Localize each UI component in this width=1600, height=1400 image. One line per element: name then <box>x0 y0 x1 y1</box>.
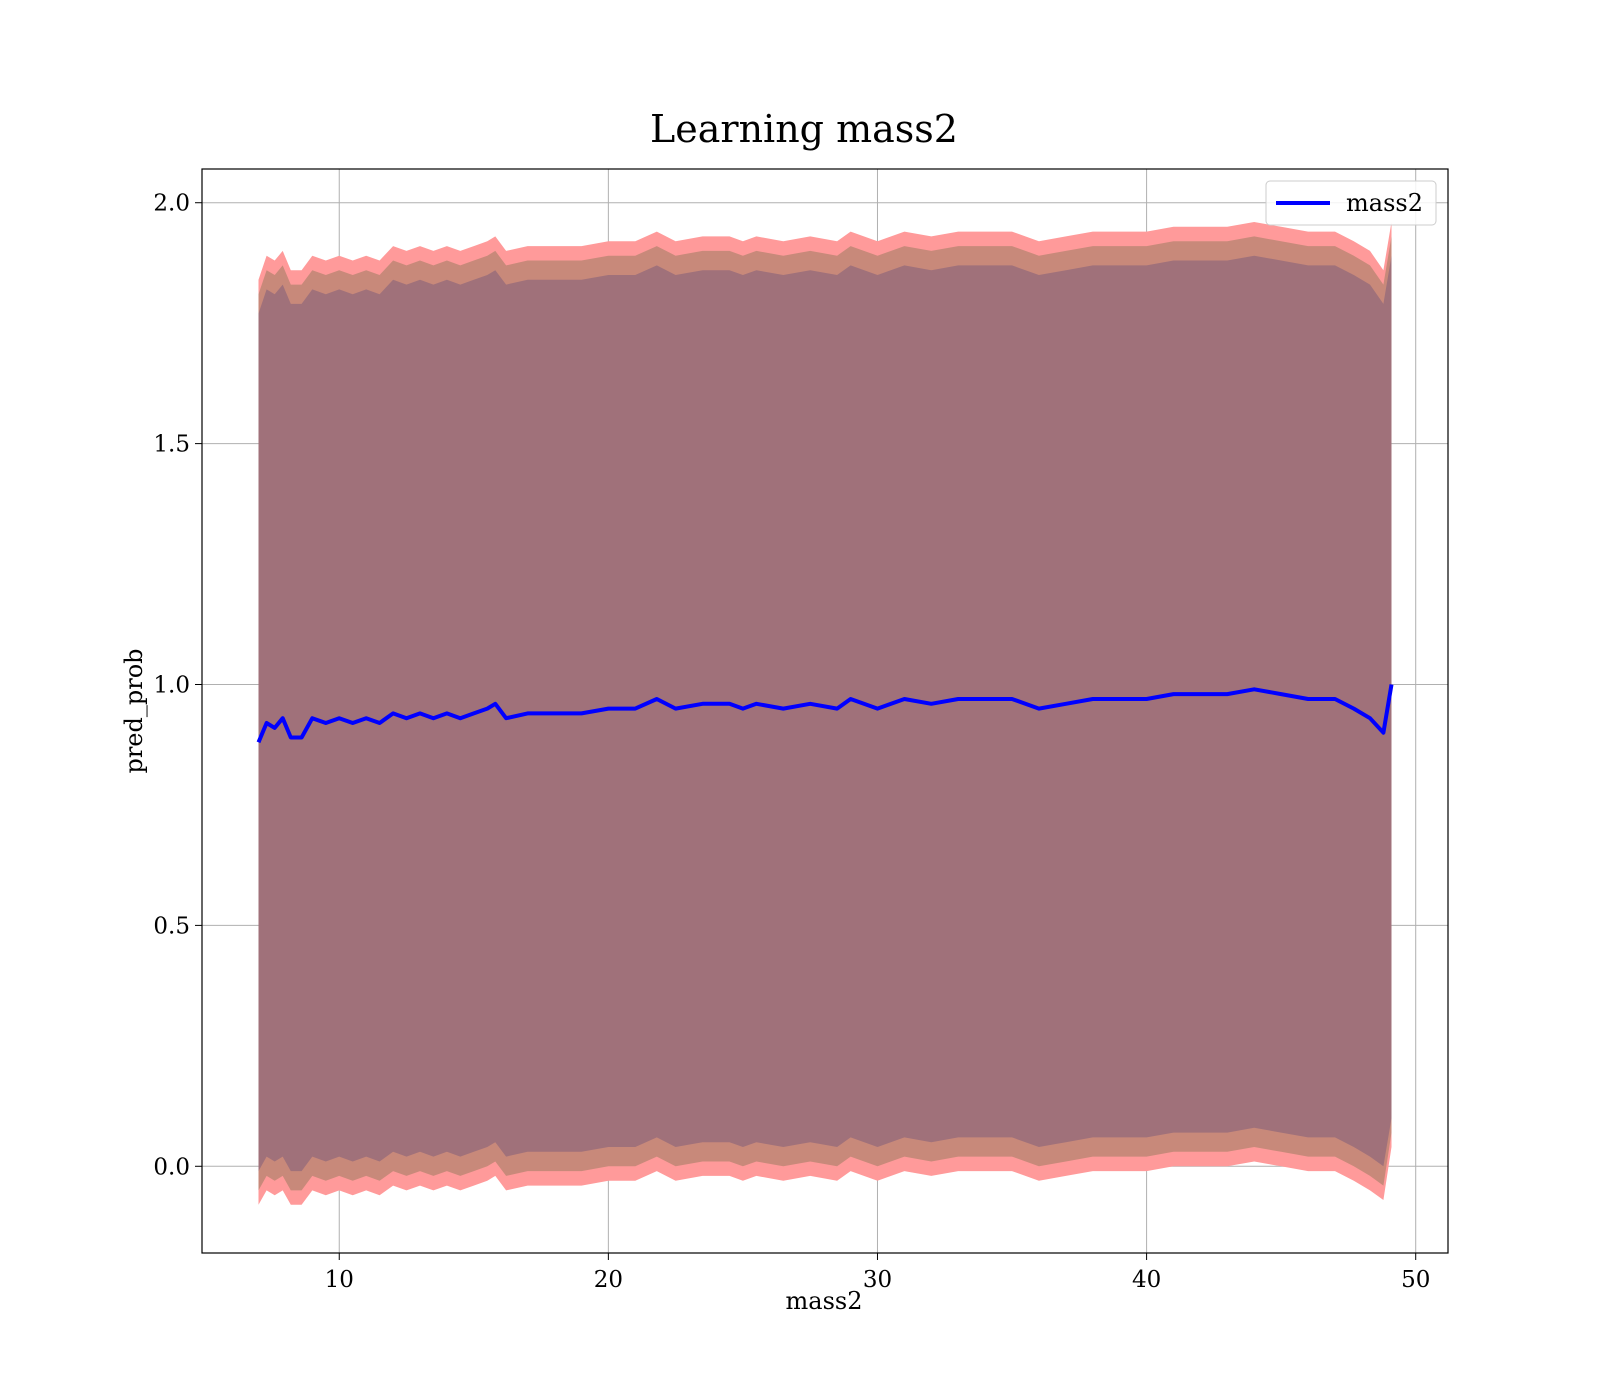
uncertainty-bands <box>258 222 1392 1205</box>
x-tick-label-2: 30 <box>863 1267 892 1293</box>
y-tick-label-4: 2.0 <box>153 191 190 217</box>
legend: mass2 <box>1265 180 1437 226</box>
band-inner <box>258 255 1392 1172</box>
x-axis-label: mass2 <box>786 1287 863 1315</box>
series-group <box>256 684 1394 744</box>
y-tick-label-0: 0.0 <box>153 1154 190 1180</box>
legend-box <box>1265 180 1437 226</box>
y-axis-ticks: 0.0 0.5 1.0 1.5 2.0 <box>153 191 202 1180</box>
y-axis-label: pred_prob <box>120 648 148 773</box>
x-tick-label-4: 50 <box>1401 1267 1430 1293</box>
plot-frame <box>201 168 1449 1254</box>
y-tick-label-3: 1.5 <box>153 432 190 458</box>
legend-entry-mass2: mass2 <box>1346 189 1423 217</box>
x-tick-label-0: 10 <box>325 1267 354 1293</box>
x-tick-label-1: 20 <box>594 1267 623 1293</box>
chart-title: Learning mass2 <box>650 107 958 151</box>
x-tick-label-3: 40 <box>1132 1267 1161 1293</box>
x-axis-ticks: 10 20 30 40 50 <box>325 1253 1430 1293</box>
y-tick-label-1: 0.5 <box>153 913 190 939</box>
y-tick-label-2: 1.0 <box>153 673 190 699</box>
series-line-mass2 <box>256 684 1394 744</box>
